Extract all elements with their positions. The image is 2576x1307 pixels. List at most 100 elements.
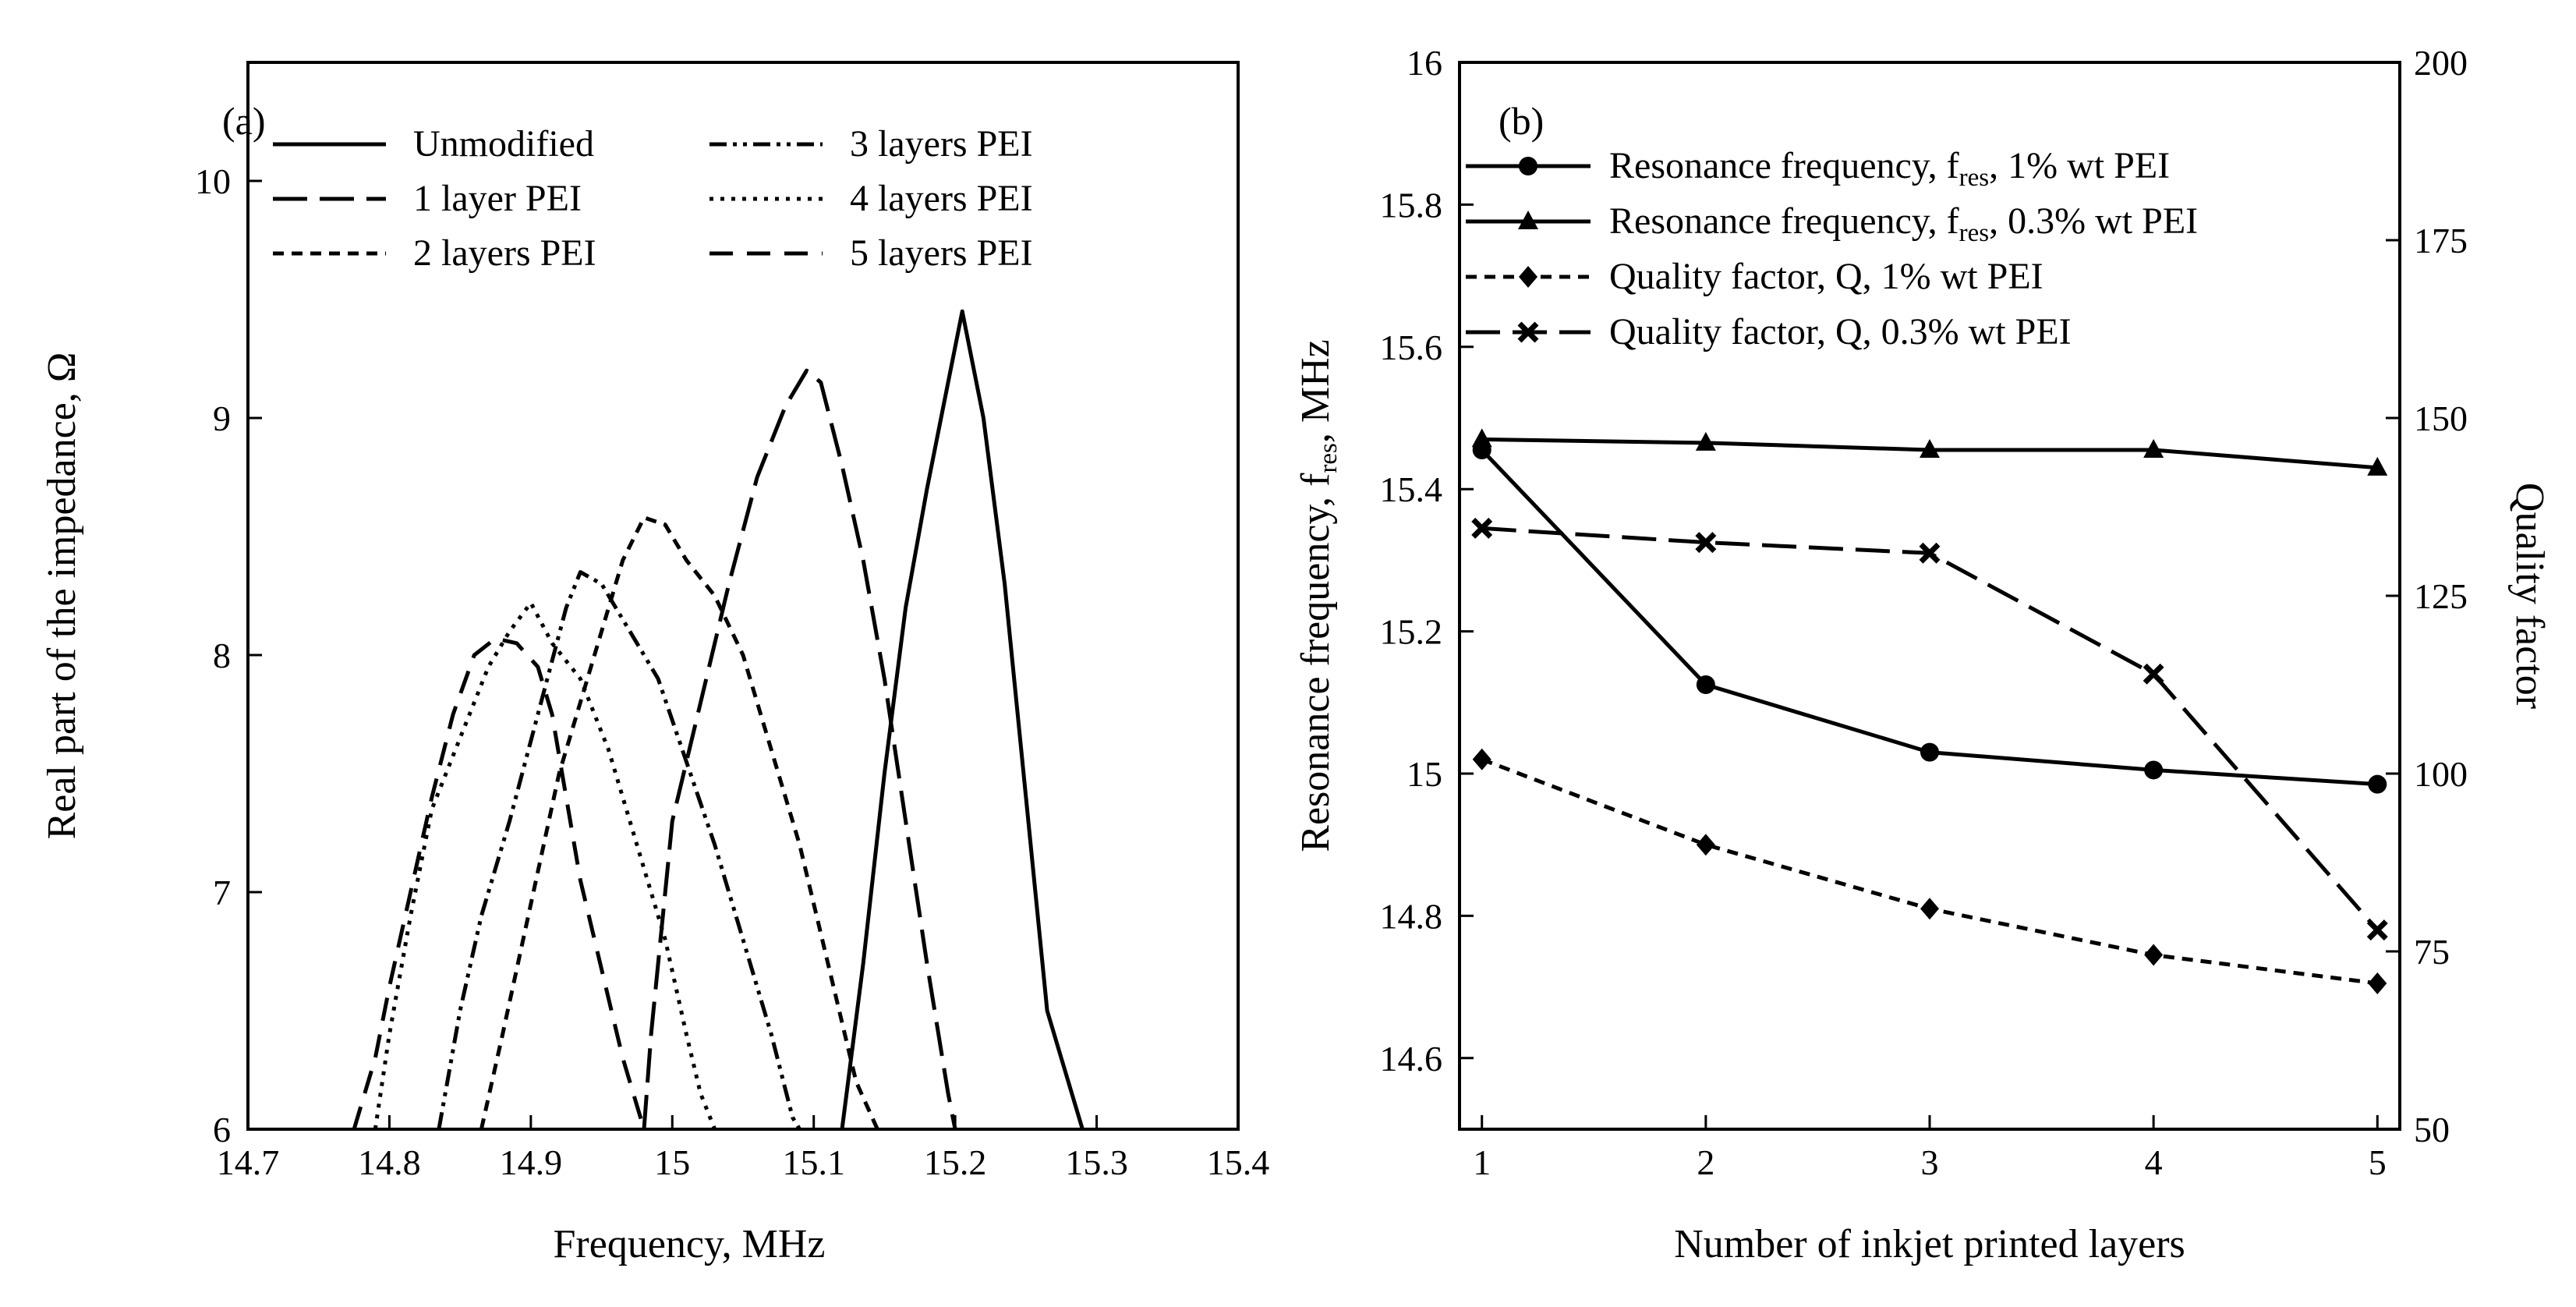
panel-a-series-2 (642, 368, 957, 1130)
panel-b-xtick-label: 3 (1921, 1142, 1939, 1182)
panel-a-ytick-label: 10 (195, 161, 231, 201)
panel-a-legend-label: 3 layers PEI (850, 123, 1033, 165)
panel-b-legend-marker (1517, 321, 1539, 343)
panel-b-point (1471, 517, 1493, 539)
panel-b-point (2366, 919, 2388, 941)
panel-a-series-4 (437, 570, 801, 1131)
panel-b-label: (b) (1499, 99, 1544, 143)
panel-b-series-4 (1471, 517, 2388, 941)
panel-a-legend-label: 1 layer PEI (413, 178, 582, 219)
panel-b-xtick-label: 4 (2145, 1142, 2163, 1182)
panel-b-xlabel: Number of inkjet printed layers (1674, 1222, 2185, 1266)
panel-b-ylabel-left-suffix: , MHz (1293, 339, 1338, 443)
panel-a-xtick-label: 14.8 (358, 1142, 421, 1182)
panel-b-point (1696, 834, 1715, 856)
panel-b-legend-item-3: Quality factor, Q, 1% wt PEI (1466, 256, 2043, 297)
panel-a: 14.7 14.8 14.9 15 15.1 15.2 15.3 15.4 6 7 8 9 10 (a)… (40, 61, 1269, 1266)
panel-b-ytick-right-label: 50 (2414, 1110, 2450, 1149)
panel-a-xtick-label: 15.1 (782, 1142, 845, 1182)
panel-b-point (1920, 742, 1939, 762)
panel-a-legend: Unmodified 1 layer PEI 2 layers PEI 3 layer… (273, 123, 1033, 274)
panel-b-point (2368, 774, 2387, 794)
panel-a-xtick-label: 15 (654, 1142, 690, 1182)
panel-a-series-3 (479, 515, 879, 1131)
panel-b-ytick-left-label: 15 (1407, 754, 1442, 794)
panel-b-ytick-right-label: 125 (2414, 576, 2468, 616)
panel-b-point (1695, 431, 1716, 451)
panel-b-ytick-left-label: 14.6 (1380, 1039, 1443, 1079)
panel-a-legend-item-6: 5 layers PEI (709, 232, 1033, 274)
panel-a-series-6 (352, 636, 646, 1130)
panel-b-legend-item-4: Quality factor, Q, 0.3% wt PEI (1466, 311, 2072, 352)
panel-a-legend-item-3: 2 layers PEI (273, 232, 596, 274)
panel-a-ytick-label: 9 (213, 398, 231, 438)
panel-b-ylabel-left: Resonance frequency, fres, MHz (1293, 339, 1343, 852)
panel-b-ticks-group: 1 2 3 4 5 14.6 14.8 15 15.2 15.4 15.6 15.8 16 50 75 100… (1380, 43, 2468, 1182)
panel-b-series-line (1481, 757, 2378, 986)
panel-b-legend-marker (1519, 266, 1537, 288)
panel-b-ylabel-left-main: Resonance frequency, f (1293, 473, 1338, 852)
panel-a-legend-label: Unmodified (413, 123, 594, 165)
panel-b-point (1919, 542, 1941, 564)
panel-b-legend: Resonance frequency, fres, 1% wt PEI Reso… (1466, 145, 2198, 352)
panel-b-legend-label: Resonance frequency, fres, 1% wt PEI (1609, 145, 2170, 192)
panel-b-series-group (1471, 428, 2388, 995)
panel-b-point (1920, 898, 1939, 920)
panel-a-series-1 (840, 309, 1085, 1130)
panel-b-legend-marker (1518, 211, 1538, 229)
panel-b-point (2143, 439, 2164, 459)
panel-b-ytick-left-label: 15.8 (1380, 185, 1443, 225)
panel-a-ylabel: Real part of the impedance, Ω (40, 352, 84, 840)
panel-a-ytick-label: 6 (213, 1110, 231, 1149)
panel-b-ytick-left-label: 15.6 (1380, 328, 1443, 367)
panel-b-legend-label: Quality factor, Q, 1% wt PEI (1609, 256, 2043, 297)
panel-b-ylabel-right: Quality factor (2507, 483, 2552, 709)
panel-a-legend-label: 2 layers PEI (413, 232, 596, 274)
panel-b-series-line (1480, 448, 2378, 787)
panel-b-point (1471, 428, 1492, 448)
panel-a-ytick-label: 7 (213, 873, 231, 912)
panel-b-series-3 (1472, 748, 2387, 995)
panel-b-point (1696, 675, 1715, 694)
panel-a-xtick-label: 15.2 (924, 1142, 987, 1182)
panel-a-xtick-label: 14.9 (500, 1142, 563, 1182)
panel-b: 1 2 3 4 5 14.6 14.8 15 15.2 15.4 15.6 15.8 16 50 75 100… (1293, 43, 2552, 1266)
panel-a-legend-label: 5 layers PEI (850, 232, 1033, 274)
panel-a-legend-item-1: Unmodified (273, 123, 594, 165)
panel-b-legend-label: Quality factor, Q, 0.3% wt PEI (1609, 311, 2072, 352)
panel-b-point (2367, 456, 2388, 476)
panel-b-xtick-label: 5 (2369, 1142, 2387, 1182)
panel-a-series-group (352, 309, 1085, 1131)
panel-b-ytick-right-label: 200 (2414, 43, 2468, 83)
panel-b-point (1472, 748, 1491, 770)
panel-b-point (2143, 663, 2164, 685)
panel-a-ticks-group: 14.7 14.8 14.9 15 15.1 15.2 15.3 15.4 6 7 8 9 10 (195, 161, 1269, 1182)
panel-a-frame (246, 61, 1240, 1131)
panel-b-point (1920, 439, 1940, 459)
panel-a-legend-item-2: 1 layer PEI (273, 178, 582, 219)
panel-a-ytick-label: 8 (213, 636, 231, 675)
panel-b-ytick-right-label: 100 (2414, 754, 2468, 794)
panel-b-xtick-label: 1 (1473, 1142, 1491, 1182)
panel-a-xtick-label: 15.4 (1207, 1142, 1270, 1182)
panel-b-ytick-right-label: 150 (2414, 398, 2468, 438)
panel-b-legend-label: Resonance frequency, fres, 0.3% wt PEI (1609, 200, 2198, 247)
panel-b-ylabel-left-sub: res (1315, 443, 1343, 473)
panel-b-ytick-left-label: 16 (1407, 43, 1442, 83)
panel-b-point (2368, 972, 2387, 995)
panel-a-legend-item-4: 3 layers PEI (709, 123, 1033, 165)
panel-b-legend-marker (1519, 157, 1537, 175)
panel-b-series-2 (1471, 428, 2388, 476)
panel-b-ytick-left-label: 14.8 (1380, 896, 1443, 936)
panel-b-point (2144, 944, 2164, 966)
panel-b-legend-item-2: Resonance frequency, fres, 0.3% wt PEI (1466, 200, 2198, 247)
panel-b-ytick-left-label: 15.2 (1380, 612, 1443, 652)
panel-a-xlabel: Frequency, MHz (554, 1222, 826, 1266)
panel-a-legend-label: 4 layers PEI (850, 178, 1033, 219)
panel-b-legend-item-1: Resonance frequency, fres, 1% wt PEI (1466, 145, 2170, 192)
panel-b-point (2144, 760, 2164, 780)
panel-a-legend-item-5: 4 layers PEI (709, 178, 1033, 219)
panel-b-ytick-right-label: 75 (2414, 932, 2450, 972)
panel-a-label: (a) (222, 99, 266, 143)
